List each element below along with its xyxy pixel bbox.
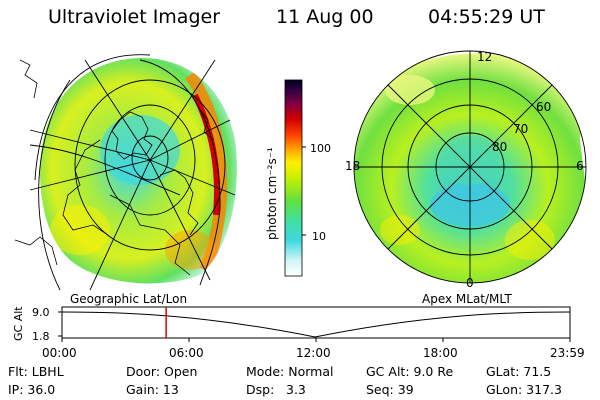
header-time: 04:55:29 UT [428, 6, 545, 28]
altitude-xtick-0000: 00:00 [42, 346, 77, 360]
info-dsp-label: Dsp: [246, 382, 275, 397]
altitude-plot [58, 306, 571, 342]
left-grid [29, 54, 236, 291]
info-dsp-value: 3.3 [286, 382, 306, 397]
info-door: Door: Open [126, 364, 198, 379]
right-grid [353, 50, 587, 284]
altitude-xtick-2359: 23:59 [550, 346, 585, 360]
left-panel-caption: Geographic Lat/Lon [70, 292, 187, 306]
header-title: Ultraviolet Imager [48, 6, 221, 28]
mlt-label-6: 6 [576, 159, 584, 173]
mlat-label-80: 80 [492, 140, 507, 154]
info-gain: Gain: 13 [126, 382, 179, 397]
altitude-xtick-0600: 06:00 [169, 346, 204, 360]
info-glon: GLon: 317.3 [486, 382, 562, 397]
mlat-label-70: 70 [513, 122, 528, 136]
altitude-ylabel: GC Alt [12, 306, 25, 341]
mlt-label-0: 0 [466, 276, 474, 290]
mlat-label-60: 60 [536, 100, 551, 114]
info-glat: GLat: 71.5 [486, 364, 552, 379]
info-seq: Seq: 39 [366, 382, 414, 397]
colorbar-tick-10: 10 [312, 230, 326, 243]
mlt-label-18: 18 [345, 159, 360, 173]
mlt-label-12: 12 [477, 50, 492, 64]
left-coastlines [14, 59, 215, 276]
colorbar [284, 79, 306, 277]
colorbar-tick-100: 100 [310, 142, 331, 155]
info-ip: IP: 36.0 [8, 382, 56, 397]
altitude-ytick-9: 9.0 [32, 306, 50, 319]
left-aurora-image [40, 57, 237, 284]
altitude-xtick-1800: 18:00 [423, 346, 458, 360]
info-gc-alt: GC Alt: 9.0 Re [366, 364, 454, 379]
colorbar-unit-label: photon cm⁻²s⁻¹ [265, 147, 279, 240]
altitude-xtick-1200: 12:00 [296, 346, 331, 360]
info-filter: Flt: LBHL [8, 364, 64, 379]
right-panel-caption: Apex MLat/MLT [422, 292, 512, 306]
header-date: 11 Aug 00 [276, 6, 374, 28]
info-mode: Mode: Normal [246, 364, 334, 379]
altitude-ytick-1.8: 1.8 [32, 330, 50, 343]
